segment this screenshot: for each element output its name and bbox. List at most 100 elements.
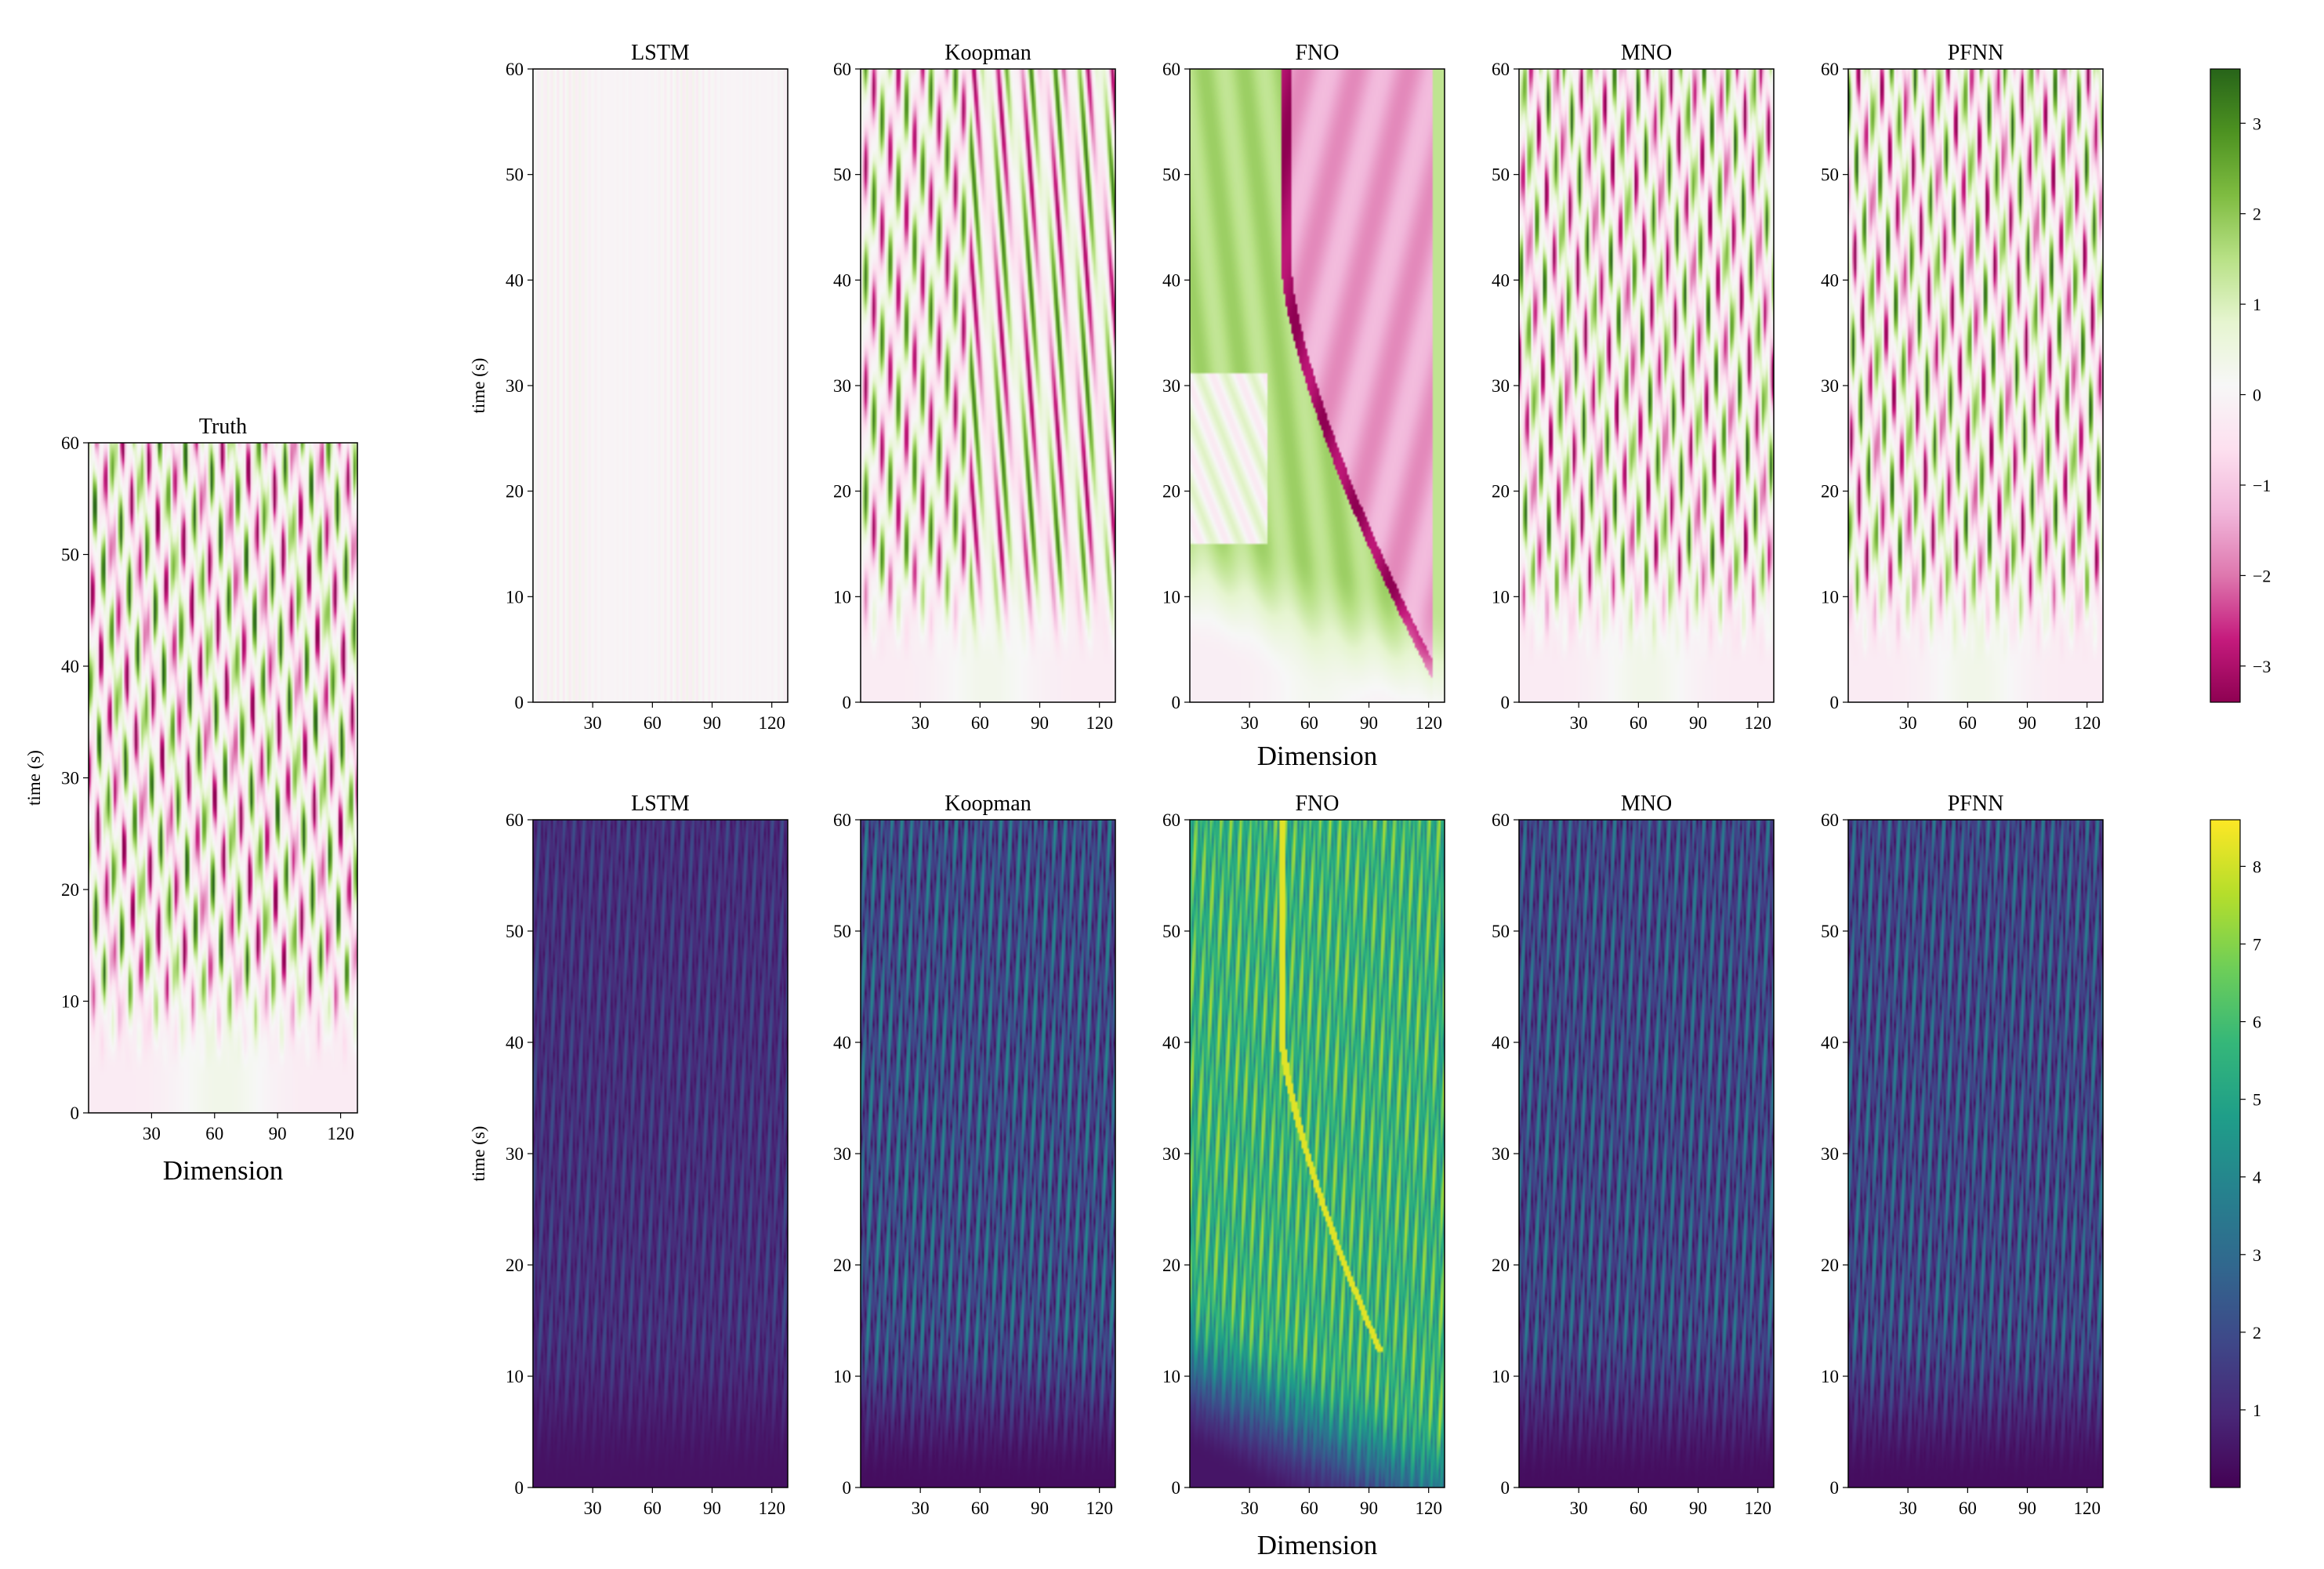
x-tick-label: 90	[703, 1498, 721, 1518]
x-tick-label: 120	[1744, 713, 1771, 733]
y-tick-label: 10	[506, 587, 524, 607]
colorbar-tick-label: −3	[2253, 657, 2271, 676]
y-tick-label: 60	[1821, 810, 1839, 830]
panel-6: LSTM 30 60 90 120 0 10 20 30 40 50 60 time (s)	[469, 792, 789, 1518]
x-tick-label: 30	[912, 1498, 930, 1518]
panel-title: MNO	[1621, 792, 1672, 816]
panel-title: FNO	[1295, 41, 1339, 65]
x-tick-label: 30	[1570, 1498, 1588, 1518]
x-tick-label: 90	[1689, 713, 1707, 733]
heatmap-image	[1519, 69, 1774, 702]
y-tick-label: 30	[1162, 376, 1180, 396]
colorbar-tick-label: 5	[2253, 1090, 2261, 1110]
y-tick-label: 30	[833, 1144, 851, 1164]
colorbar-tick-label: 3	[2253, 1245, 2261, 1265]
y-tick-label: 10	[1821, 1367, 1839, 1386]
y-tick-label: 0	[1501, 1478, 1510, 1498]
x-tick-label: 60	[1959, 713, 1977, 733]
y-tick-label: 20	[1821, 482, 1839, 502]
y-tick-label: 60	[506, 60, 524, 79]
x-tick-label: 60	[1630, 1498, 1648, 1518]
colorbar-gradient	[2210, 819, 2241, 1488]
x-axis-label: Dimension	[1257, 741, 1378, 771]
y-tick-label: 0	[515, 1478, 524, 1498]
y-tick-label: 10	[1821, 587, 1839, 607]
y-tick-label: 60	[1162, 810, 1180, 830]
colorbar-tick-label: 2	[2253, 1323, 2261, 1343]
y-tick-label: 40	[1492, 1033, 1510, 1053]
y-tick-label: 0	[1501, 693, 1510, 712]
colorbar-tick-label: −2	[2253, 566, 2271, 585]
x-tick-label: 60	[971, 713, 989, 733]
y-tick-label: 30	[1821, 376, 1839, 396]
y-tick-label: 10	[61, 992, 79, 1012]
y-axis-label: time (s)	[469, 1126, 488, 1182]
heatmap-image	[533, 820, 788, 1487]
x-tick-label: 60	[1959, 1498, 1977, 1518]
y-tick-label: 50	[833, 165, 851, 185]
panel-3: FNO 30 60 90 120 0 10 20 30 40 50 60 Dimension	[1162, 41, 1445, 771]
colorbar-tick-label: 8	[2253, 857, 2261, 876]
y-tick-label: 0	[1172, 693, 1181, 712]
panel-10: PFNN 30 60 90 120 0 10 20 30 40 50 60	[1821, 792, 2104, 1518]
colorbar-0: 3 2 1 0 −1 −2 −3	[2210, 68, 2271, 703]
x-tick-label: 90	[1360, 713, 1378, 733]
colorbar-tick-label: 1	[2253, 295, 2261, 314]
x-tick-label: 120	[2073, 713, 2101, 733]
x-tick-label: 60	[971, 1498, 989, 1518]
x-tick-label: 120	[327, 1124, 354, 1143]
y-tick-label: 50	[1492, 165, 1510, 185]
x-tick-label: 60	[205, 1124, 223, 1143]
y-tick-label: 10	[1162, 1367, 1180, 1386]
y-tick-label: 40	[506, 270, 524, 290]
y-tick-label: 0	[1830, 1478, 1840, 1498]
y-tick-label: 40	[1492, 270, 1510, 290]
x-tick-label: 120	[1744, 1498, 1771, 1518]
colorbar-tick-label: 7	[2253, 935, 2261, 955]
y-tick-label: 10	[1162, 587, 1180, 607]
x-axis-label: Dimension	[163, 1155, 284, 1186]
x-axis-label: Dimension	[1257, 1530, 1378, 1560]
y-tick-label: 30	[1821, 1144, 1839, 1164]
y-tick-label: 50	[506, 922, 524, 941]
x-tick-label: 60	[644, 713, 662, 733]
y-tick-label: 10	[833, 587, 851, 607]
x-tick-label: 120	[1415, 1498, 1442, 1518]
x-tick-label: 30	[1899, 1498, 1917, 1518]
y-tick-label: 20	[1821, 1256, 1839, 1275]
x-tick-label: 90	[1031, 1498, 1049, 1518]
x-tick-label: 30	[584, 713, 602, 733]
x-tick-label: 90	[1360, 1498, 1378, 1518]
y-tick-label: 20	[833, 1256, 851, 1275]
y-tick-label: 60	[1492, 60, 1510, 79]
heatmap-image	[1190, 69, 1445, 702]
y-tick-label: 30	[61, 769, 79, 788]
panel-title: LSTM	[631, 41, 690, 65]
colorbar-tick-label: −1	[2253, 476, 2271, 495]
panel-title: MNO	[1621, 41, 1672, 65]
panel-title: PFNN	[1948, 41, 2004, 65]
y-tick-label: 0	[515, 693, 524, 712]
y-tick-label: 20	[61, 880, 79, 900]
colorbar-tick-label: 3	[2253, 114, 2261, 133]
x-tick-label: 90	[703, 713, 721, 733]
heatmap-image	[861, 69, 1115, 702]
panel-title: Truth	[199, 415, 247, 439]
heatmap-image	[1848, 820, 2103, 1487]
x-tick-label: 120	[758, 1498, 785, 1518]
y-tick-label: 10	[1492, 587, 1510, 607]
y-axis-label: time (s)	[469, 358, 488, 414]
y-tick-label: 30	[833, 376, 851, 396]
panel-0: Truth 30 60 90 120 0 10 20 30 40 50 60 time (s) Dimen…	[24, 415, 358, 1186]
x-tick-label: 30	[912, 713, 930, 733]
x-tick-label: 60	[1300, 1498, 1318, 1518]
y-tick-label: 50	[1492, 922, 1510, 941]
x-tick-label: 90	[269, 1124, 287, 1143]
y-tick-label: 60	[833, 60, 851, 79]
x-tick-label: 120	[2073, 1498, 2101, 1518]
y-tick-label: 40	[506, 1033, 524, 1053]
y-tick-label: 20	[1492, 1256, 1510, 1275]
y-tick-label: 0	[71, 1103, 80, 1123]
y-tick-label: 0	[1172, 1478, 1181, 1498]
